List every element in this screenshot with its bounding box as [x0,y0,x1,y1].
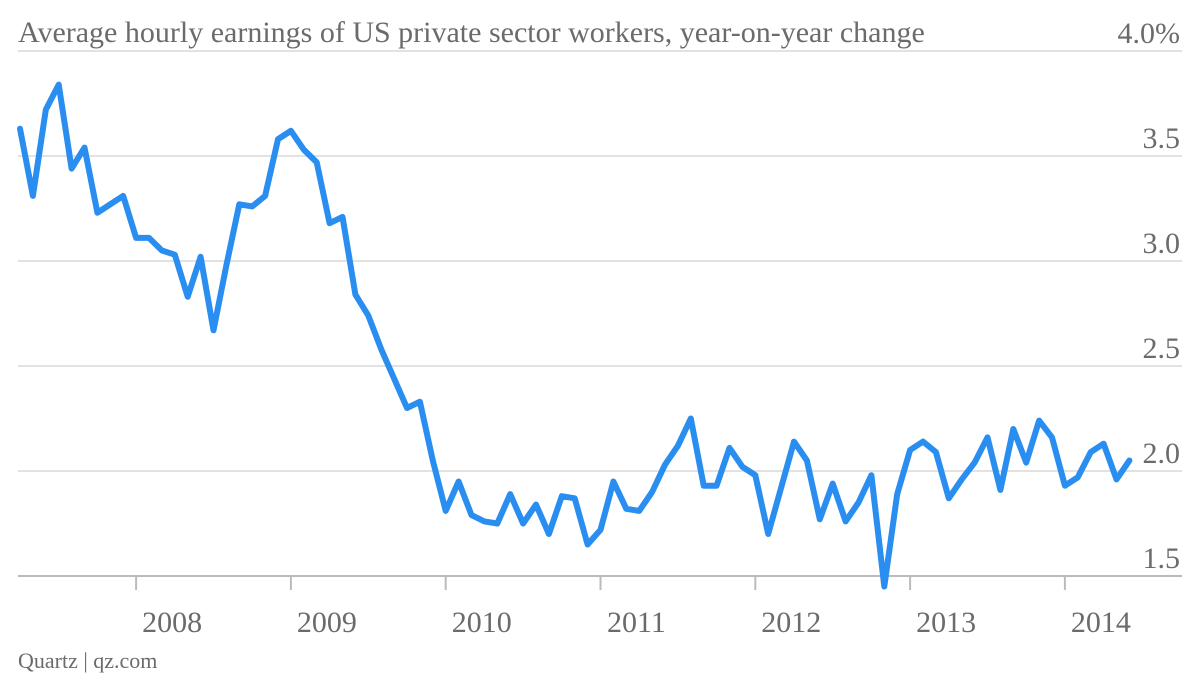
x-tick-label: 2009 [297,606,357,639]
x-tick-label: 2011 [607,606,666,639]
y-tick-label: 1.5 [1143,542,1181,575]
y-tick-label: 4.0% [1118,17,1181,50]
y-tick-label: 3.5 [1143,122,1181,155]
x-tick-label: 2013 [916,606,976,639]
y-tick-label: 2.5 [1143,332,1181,365]
x-tick-label: 2008 [142,606,202,639]
x-tick-label: 2010 [452,606,512,639]
y-tick-label: 3.0 [1143,227,1181,260]
x-tick-label: 2014 [1071,606,1131,639]
y-tick-label: 2.0 [1143,437,1181,470]
data-line [17,81,1133,590]
chart-title: Average hourly earnings of US private se… [18,16,925,49]
x-tick-label: 2012 [761,606,821,639]
source: Quartz | qz.com [18,648,157,673]
